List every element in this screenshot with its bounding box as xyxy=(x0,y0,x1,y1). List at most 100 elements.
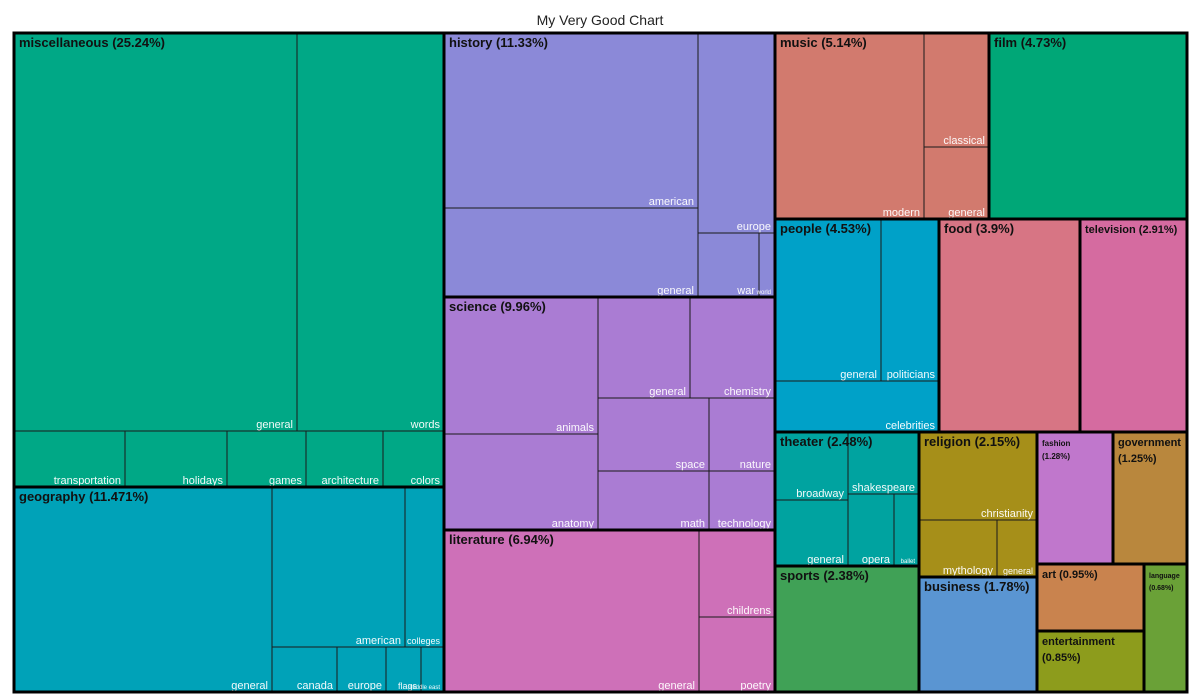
cell-label-literature-general: general xyxy=(658,680,695,692)
cell-label-science-space: space xyxy=(676,459,705,471)
cell-label-science-math: math xyxy=(681,518,705,530)
group-name-fashion: fashion xyxy=(1042,439,1071,448)
group-rect-sports xyxy=(775,566,919,692)
cell-music-classical xyxy=(923,32,990,148)
cell-label-history-war: war xyxy=(736,285,755,297)
cell-label-miscellaneous-holidays: holidays xyxy=(183,475,224,487)
group-pct-sports: (2.38%) xyxy=(823,568,869,583)
group-rect-food xyxy=(939,219,1080,432)
cell-literature-general xyxy=(443,529,700,693)
group-pct-theater: (2.48%) xyxy=(827,434,873,449)
group-rect-business xyxy=(919,577,1037,692)
cell-geography-canada xyxy=(271,646,338,693)
cell-label-miscellaneous-general: general xyxy=(256,419,293,431)
group-miscellaneous: general words transportation holidays games a… xyxy=(12,31,446,489)
group-religion: christianity mythology general religion (2.… xyxy=(917,430,1039,579)
group-label-entertainment: entertainment (0.85%) xyxy=(1042,636,1115,664)
cell-music-modern xyxy=(774,32,925,220)
group-sports: sports (2.38%) xyxy=(773,564,921,694)
cell-label-people-celebrities: celebrities xyxy=(885,420,935,432)
cell-label-miscellaneous-games: games xyxy=(269,475,303,487)
group-fashion: fashion (1.28%) xyxy=(1035,430,1115,566)
cell-label-science-technology: technology xyxy=(718,518,772,530)
group-pct-fashion: (1.28%) xyxy=(1042,452,1070,461)
group-name-theater: theater xyxy=(780,434,827,449)
cell-science-technology xyxy=(708,470,776,531)
chart-title: My Very Good Chart xyxy=(536,12,664,28)
group-food: food (3.9%) xyxy=(937,217,1082,434)
group-label-literature: literature (6.94%) xyxy=(449,532,554,547)
group-television: television (2.91%) xyxy=(1078,217,1189,434)
group-label-business: business (1.78%) xyxy=(924,579,1030,594)
cell-label-history-american: american xyxy=(649,196,694,208)
group-rect-government xyxy=(1113,432,1187,564)
group-rect-television xyxy=(1080,219,1187,432)
cell-label-miscellaneous-transportation: transportation xyxy=(54,475,121,487)
cell-label-science-general: general xyxy=(649,386,686,398)
cell-geography-colleges xyxy=(404,486,445,648)
group-pct-language: (0.68%) xyxy=(1149,585,1174,592)
cell-label-religion-general: general xyxy=(1003,566,1033,576)
group-name-art: art xyxy=(1042,569,1059,581)
cell-miscellaneous-general xyxy=(13,32,298,432)
group-label-sports: sports (2.38%) xyxy=(780,568,869,583)
cell-label-people-politicians: politicians xyxy=(887,369,936,381)
group-name-literature: literature xyxy=(449,532,508,547)
group-label-music: music (5.14%) xyxy=(780,35,867,50)
cell-label-religion-mythology: mythology xyxy=(943,565,994,577)
cell-geography-europe xyxy=(336,646,387,693)
cell-label-geography-general: general xyxy=(231,680,268,692)
group-pct-history: (11.33%) xyxy=(496,35,548,50)
group-label-people: people (4.53%) xyxy=(780,221,871,236)
cell-miscellaneous-words xyxy=(296,32,445,432)
cell-label-theater-broadway: broadway xyxy=(796,488,844,500)
group-label-television: television (2.91%) xyxy=(1085,224,1178,236)
cell-label-theater-general: general xyxy=(807,554,844,566)
group-history: american general europe war world history (11… xyxy=(442,31,777,299)
cell-science-animals xyxy=(443,296,599,435)
cell-label-literature-poetry: poetry xyxy=(740,680,771,692)
cell-theater-broadway xyxy=(774,431,849,501)
group-rect-art xyxy=(1037,564,1144,631)
group-name-music: music xyxy=(780,35,821,50)
group-label-history: history (11.33%) xyxy=(449,35,548,50)
cell-literature-poetry xyxy=(698,616,776,693)
cell-science-space xyxy=(597,397,710,472)
group-people: general politicians celebrities people (4.5… xyxy=(773,217,941,434)
group-label-religion: religion (2.15%) xyxy=(924,434,1020,449)
group-name-food: food xyxy=(944,221,976,236)
cell-label-geography-middle-east: middle east xyxy=(409,685,440,691)
cell-science-math xyxy=(597,470,710,531)
cell-label-literature-childrens: childrens xyxy=(727,605,772,617)
group-art: art (0.95%) xyxy=(1035,562,1146,633)
cell-science-anatomy xyxy=(443,433,599,531)
group-pct-science: (9.96%) xyxy=(500,299,546,314)
cell-label-science-nature: nature xyxy=(740,459,771,471)
group-label-film: film (4.73%) xyxy=(994,35,1066,50)
cell-label-music-classical: classical xyxy=(943,135,985,147)
cell-label-history-general: general xyxy=(657,285,694,297)
group-rect-film xyxy=(989,33,1187,219)
group-pct-food: (3.9%) xyxy=(976,221,1014,236)
group-language: language (0.68%) xyxy=(1142,562,1189,694)
group-label-miscellaneous: miscellaneous (25.24%) xyxy=(19,35,165,50)
cell-theater-ballet xyxy=(893,493,920,567)
group-government: government (1.25%) xyxy=(1111,430,1189,566)
cell-label-geography-american: american xyxy=(356,635,401,647)
cell-label-religion-christianity: christianity xyxy=(981,508,1033,520)
cell-history-world xyxy=(758,232,776,298)
group-science: animals anatomy general chemistry space natur… xyxy=(442,295,777,532)
cell-label-geography-europe: europe xyxy=(348,680,382,692)
group-name-business: business xyxy=(924,579,984,594)
group-rect-fashion xyxy=(1037,432,1113,564)
group-pct-literature: (6.94%) xyxy=(508,532,554,547)
cell-label-geography-flags: flags xyxy=(398,681,418,691)
cell-science-nature xyxy=(708,397,776,472)
cell-history-war xyxy=(697,232,760,298)
group-pct-religion: (2.15%) xyxy=(975,434,1021,449)
group-name-entertainment: entertainment xyxy=(1042,636,1115,648)
group-literature: general childrens poetry literature (6.94%) xyxy=(442,528,777,694)
cell-label-theater-opera: opera xyxy=(862,554,891,566)
cell-label-science-animals: animals xyxy=(556,422,594,434)
